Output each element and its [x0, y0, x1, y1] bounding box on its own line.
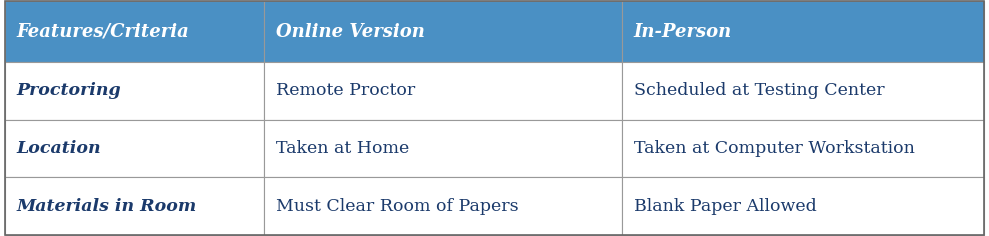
FancyBboxPatch shape: [5, 62, 264, 120]
Text: Scheduled at Testing Center: Scheduled at Testing Center: [634, 83, 884, 100]
FancyBboxPatch shape: [264, 62, 622, 120]
FancyBboxPatch shape: [622, 62, 984, 120]
FancyBboxPatch shape: [264, 120, 622, 177]
Text: Remote Proctor: Remote Proctor: [276, 83, 415, 100]
FancyBboxPatch shape: [5, 120, 264, 177]
Text: Blank Paper Allowed: Blank Paper Allowed: [634, 198, 816, 215]
Text: In-Person: In-Person: [634, 23, 732, 41]
FancyBboxPatch shape: [622, 1, 984, 62]
Text: Proctoring: Proctoring: [17, 83, 122, 100]
Text: Online Version: Online Version: [276, 23, 425, 41]
FancyBboxPatch shape: [622, 120, 984, 177]
FancyBboxPatch shape: [5, 177, 264, 235]
Text: Features/Criteria: Features/Criteria: [17, 23, 190, 41]
FancyBboxPatch shape: [264, 1, 622, 62]
Text: Taken at Home: Taken at Home: [276, 140, 409, 157]
Text: Materials in Room: Materials in Room: [17, 198, 197, 215]
FancyBboxPatch shape: [5, 1, 264, 62]
Text: Must Clear Room of Papers: Must Clear Room of Papers: [276, 198, 519, 215]
Text: Taken at Computer Workstation: Taken at Computer Workstation: [634, 140, 915, 157]
FancyBboxPatch shape: [622, 177, 984, 235]
FancyBboxPatch shape: [264, 177, 622, 235]
Text: Location: Location: [17, 140, 102, 157]
